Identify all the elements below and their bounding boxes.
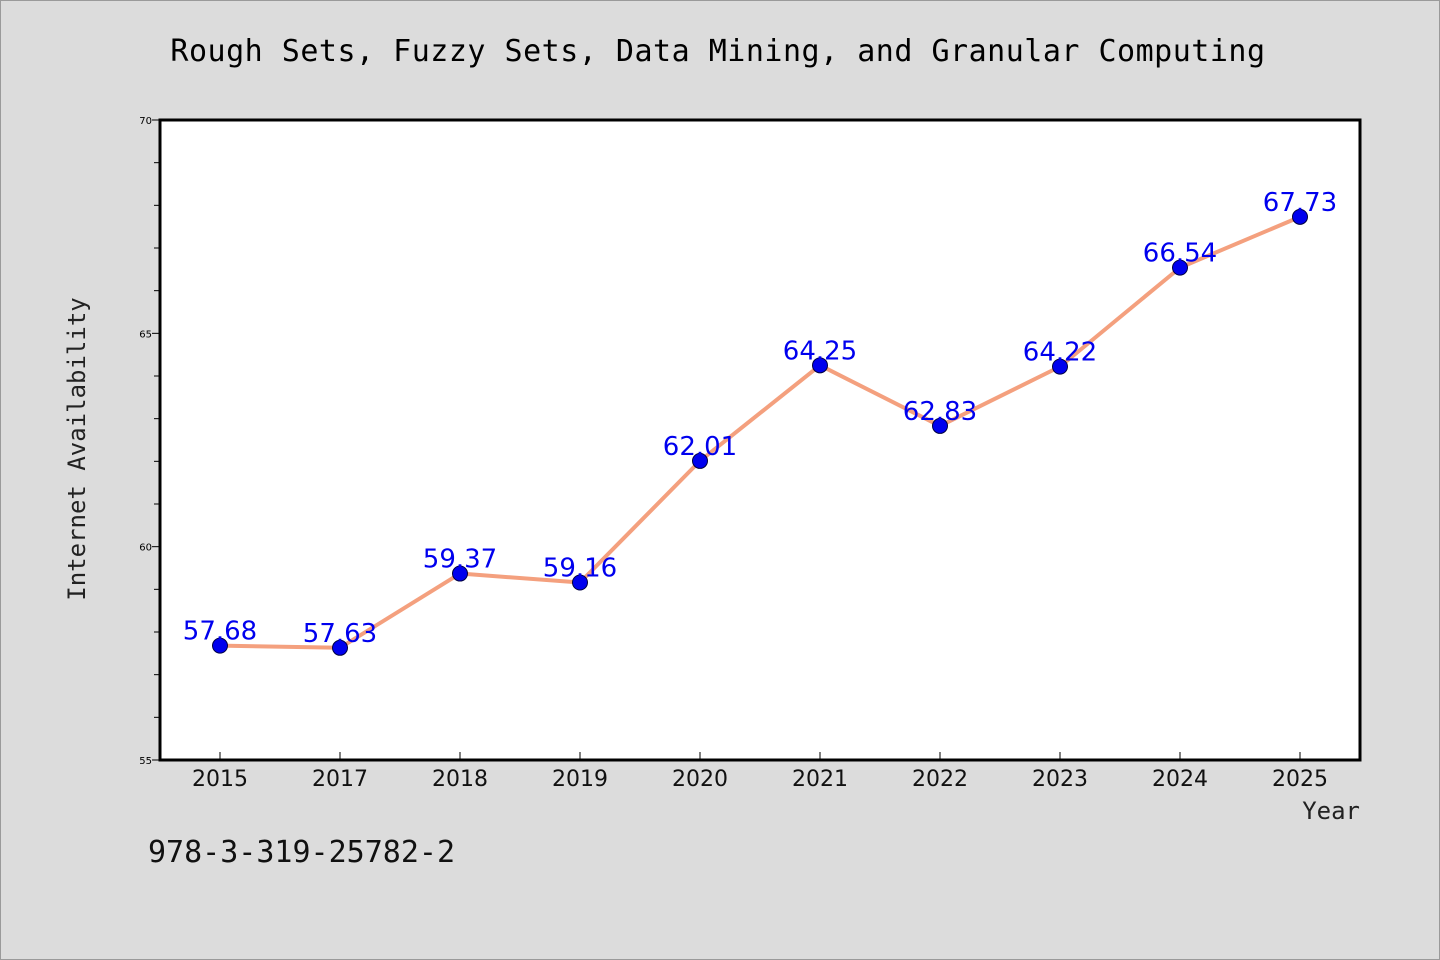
y-tick-label: 65 [139, 329, 152, 340]
plot-area [158, 118, 1362, 762]
x-tick-label: 2022 [912, 767, 968, 792]
y-tick-label: 70 [139, 116, 152, 127]
data-point [572, 574, 588, 591]
x-tick-label: 2015 [192, 767, 248, 792]
data-point [932, 417, 948, 434]
x-tick-label: 2018 [432, 767, 488, 792]
data-label: 64.22 [1023, 338, 1097, 368]
x-tick-label: 2025 [1272, 767, 1328, 792]
data-label: 57.63 [303, 619, 377, 649]
x-tick-label: 2019 [552, 767, 608, 792]
data-point [692, 452, 708, 469]
data-label: 59.16 [543, 554, 617, 584]
data-label: 64.25 [783, 336, 857, 366]
data-label: 62.01 [663, 432, 737, 462]
series-line [218, 214, 1302, 650]
x-tick-label: 2023 [1032, 767, 1088, 792]
data-point [212, 637, 228, 654]
data-label-group: 57.68 57.63 59.37 59.16 62.01 64.25 62.83 64.22… [183, 188, 1337, 649]
x-tick-label: 2020 [672, 767, 728, 792]
data-point [1052, 358, 1068, 375]
series-line-group [218, 214, 1302, 650]
data-label: 62.83 [903, 397, 977, 427]
data-point [1172, 259, 1188, 276]
chart-title: Rough Sets, Fuzzy Sets, Data Mining, and… [170, 34, 1266, 69]
y-tick-label: 60 [139, 543, 152, 554]
isbn-footer: 978-3-319-25782-2 [148, 835, 456, 870]
x-tick-label: 2021 [792, 767, 848, 792]
data-label: 67.73 [1263, 188, 1337, 218]
y-tick-label: 55 [139, 756, 152, 767]
data-point [812, 357, 828, 374]
data-label: 57.68 [183, 617, 257, 647]
x-axis-label: Year [1302, 797, 1360, 825]
axes: 55 60 65 70 2015 2017 2018 2019 2020 2021 2022 2023… [139, 116, 1328, 792]
data-point [452, 565, 468, 582]
data-label: 66.54 [1143, 239, 1217, 269]
data-label: 59.37 [423, 545, 497, 575]
data-point [332, 639, 348, 656]
x-tick-label: 2017 [312, 767, 368, 792]
data-point [1292, 208, 1308, 225]
marker-group [212, 208, 1308, 656]
x-tick-label: 2024 [1152, 767, 1208, 792]
